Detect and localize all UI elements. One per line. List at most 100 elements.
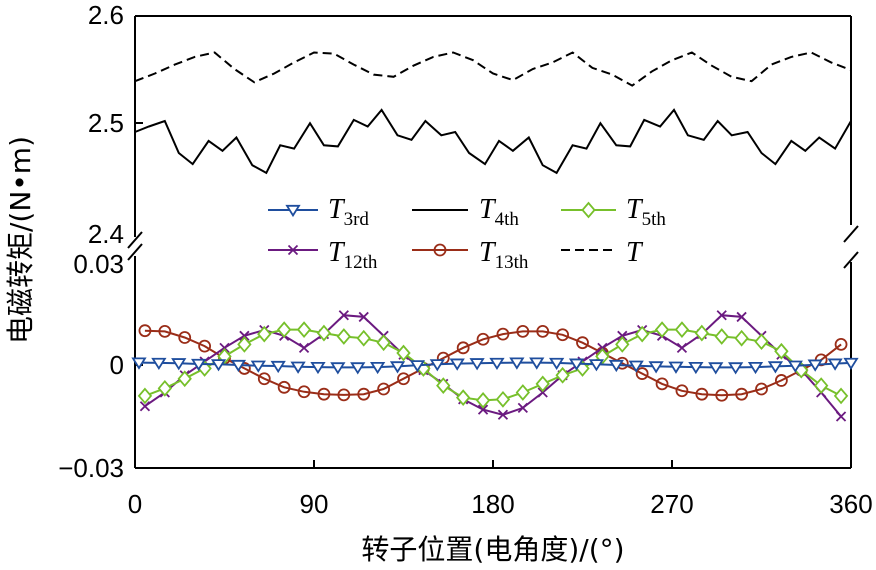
data-point (358, 311, 369, 323)
data-point (549, 357, 565, 371)
data-point (409, 360, 426, 373)
legend-label-t-total: T (626, 237, 644, 268)
y-tick-labels-lower: 0.03 0 −0.03 (58, 249, 124, 483)
data-point (151, 357, 167, 371)
data-point (475, 391, 491, 409)
data-point (556, 328, 570, 342)
data-point (239, 330, 250, 341)
legend-item-t3rd: T3rd (268, 194, 369, 230)
data-point (257, 325, 272, 343)
legend-base: T (479, 237, 497, 268)
data-point (675, 384, 689, 398)
data-point (277, 380, 291, 394)
data-point (131, 357, 147, 370)
data-point (139, 401, 151, 412)
data-point (310, 361, 326, 375)
data-point (767, 361, 784, 374)
legend-subscript: 3rd (344, 209, 370, 230)
data-point-stroke (835, 411, 847, 422)
data-point (397, 372, 410, 386)
data-point (615, 336, 630, 353)
legend-sample-t3rd (268, 204, 318, 218)
data-point (317, 387, 331, 401)
data-point (198, 339, 212, 353)
legend-item-t-total: T (561, 237, 644, 268)
data-point (290, 361, 306, 374)
series-t (134, 51, 852, 87)
data-point (137, 387, 153, 405)
data-point (728, 362, 744, 375)
data-point (316, 324, 332, 342)
data-point (338, 310, 349, 321)
legend-sample-marker (285, 204, 301, 218)
x-tick-label: 270 (650, 489, 693, 519)
axis-break-mark-left-2 (127, 243, 143, 261)
series-t3 (131, 357, 859, 375)
legend-item-t13th: T13th (412, 237, 529, 273)
axis-break-mark-left-1 (127, 231, 143, 249)
data-point (350, 362, 366, 375)
legend-sample-marker (433, 243, 447, 257)
data-point (376, 334, 391, 352)
data-point (298, 342, 310, 353)
data-point (230, 359, 247, 373)
data-point (250, 360, 266, 373)
data-point (754, 333, 769, 351)
data-point (807, 359, 823, 372)
data-point (787, 360, 803, 373)
data-point (774, 342, 789, 360)
data-point (568, 358, 585, 371)
data-point (715, 388, 729, 402)
data-point (774, 374, 788, 387)
data-point (535, 375, 550, 393)
data-point-stroke (617, 330, 628, 341)
data-point (177, 370, 192, 388)
data-point-stroke (716, 310, 727, 321)
data-point (655, 377, 669, 391)
x-tick-label: 0 (128, 489, 142, 519)
data-point (833, 387, 849, 405)
legend: T3rd T4th T5th T12th T13th T (268, 194, 666, 273)
legend-sample-marker (287, 244, 299, 256)
data-point (178, 331, 192, 344)
data-point (813, 377, 829, 394)
data-point (747, 361, 764, 375)
legend-sample-marker (581, 201, 596, 219)
data-point (668, 361, 684, 374)
x-tick-label: 180 (471, 489, 514, 519)
data-point (617, 330, 628, 341)
data-point (555, 366, 570, 384)
data-point-stroke (358, 311, 369, 323)
data-point (370, 361, 386, 375)
legend-item-t12th: T12th (268, 237, 378, 273)
legend-label-t12th: T12th (328, 237, 378, 273)
data-point (517, 402, 528, 414)
legend-base: T (328, 237, 346, 268)
series-t5 (137, 321, 849, 409)
data-point (158, 324, 172, 338)
y-tick-label: 2.5 (88, 108, 124, 138)
data-point (496, 327, 510, 341)
data-point (469, 358, 485, 371)
data-point (576, 336, 589, 350)
data-point (138, 324, 152, 338)
legend-base: T (479, 194, 497, 225)
y-tick-label: 0 (110, 350, 124, 380)
data-point (157, 379, 173, 397)
data-point (270, 360, 286, 374)
data-point-stroke (239, 330, 250, 341)
legend-subscript: 13th (495, 252, 529, 273)
data-point-stroke (676, 342, 688, 353)
data-point (843, 357, 859, 371)
axis-break-mark-right-2 (843, 251, 859, 269)
data-point (297, 385, 311, 399)
legend-sample-t13th (412, 243, 468, 257)
data-point (476, 332, 490, 346)
data-point (449, 358, 465, 371)
data-point (389, 361, 406, 374)
legend-item-t5th: T5th (561, 194, 666, 230)
data-point (396, 344, 411, 362)
series-t4 (134, 108, 852, 175)
data-point (827, 358, 843, 371)
